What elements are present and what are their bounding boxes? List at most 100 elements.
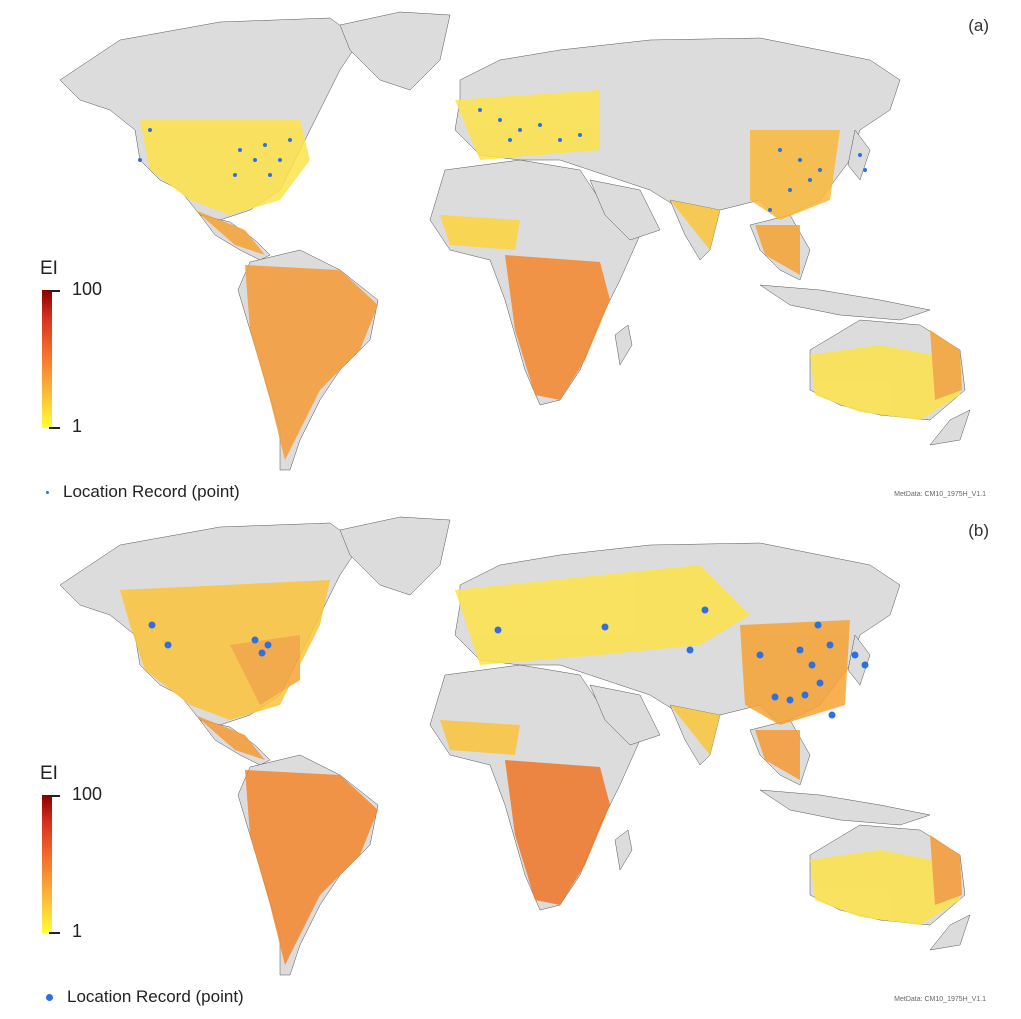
record-point [796,646,804,654]
ei-eurasia [455,565,750,665]
record-point [756,651,764,659]
colorbar [42,795,52,933]
panel-label: (b) [968,521,989,540]
ei-west-africa [440,720,520,755]
ei-australia-east [930,330,962,400]
legend-point-icon [46,994,53,1002]
ei-africa [505,255,610,400]
colorbar-title: EI [40,763,58,784]
japan [847,634,871,686]
colorbar-max-label: 100 [72,279,103,299]
colorbar [42,290,52,428]
legend-label: Location Record (point) [63,482,240,501]
ei-west-africa [440,215,520,250]
map-panel-a: (a) EI 100 1 Location Record (point) Met… [0,0,1021,505]
arabia [589,179,661,241]
location-records-a [138,108,867,212]
colorbar-min-label: 1 [72,416,83,436]
record-point [148,128,152,132]
record-point [826,641,834,649]
record-point [788,188,792,192]
colorbar-tick-max [49,290,60,292]
new-zealand [929,914,971,951]
ei-australia [810,850,960,925]
arabia [589,684,661,746]
legend: Location Record (point) [46,987,244,1007]
location-records-b [148,606,869,719]
ei-australia-east [930,835,962,905]
metdata-caption: MetData: CM10_1975H_V1.1 [894,996,986,1003]
indonesia [759,789,931,826]
world-map-a [59,11,971,471]
record-point [238,148,242,152]
record-point [771,693,779,701]
record-point [278,158,282,162]
record-point [148,621,156,629]
record-point [164,641,172,649]
colorbar-tick-min [49,932,60,934]
ei-china [750,130,840,220]
world-map-b [59,516,971,976]
legend: Location Record (point) [46,482,240,502]
ei-south-america [245,265,378,460]
record-point [264,641,272,649]
record-point [138,158,142,162]
record-point [818,168,822,172]
ei-overlay [140,90,962,460]
record-point [251,636,259,644]
ei-india [670,705,720,755]
record-point [701,606,709,614]
record-point [478,108,482,112]
record-point [601,623,609,631]
ei-india [670,200,720,250]
ei-north-america [140,120,310,215]
colorbar-tick-min [49,427,60,429]
map-panel-b: (b) EI 100 1 Location Record (point) Met… [0,505,1021,1010]
ei-north-america-east [230,635,300,705]
record-point [808,178,812,182]
record-point [686,646,694,654]
record-point [801,691,809,699]
new-zealand [929,409,971,446]
ei-europe [455,90,600,160]
ei-southeast-asia [755,730,800,780]
colorbar-min-label: 1 [72,921,83,941]
record-point [863,168,867,172]
record-point [808,661,816,669]
record-point [768,208,772,212]
record-point [798,158,802,162]
record-point [786,696,794,704]
record-point [858,153,862,157]
colorbar-tick-max [49,795,60,797]
colorbar-title: EI [40,258,58,279]
record-point [268,173,272,177]
ei-southeast-asia [755,225,800,275]
record-point [538,123,542,127]
legend-label: Location Record (point) [67,987,244,1006]
record-point [288,138,292,142]
ei-china [740,620,850,725]
record-point [578,133,582,137]
legend-point-icon [46,491,49,495]
indonesia [759,284,931,321]
record-point [814,621,822,629]
record-point [508,138,512,142]
record-point [263,143,267,147]
greenland [339,11,451,91]
colorbar-max-label: 100 [72,784,103,804]
ei-africa [505,760,610,905]
record-point [498,118,502,122]
record-point [253,158,257,162]
record-point [518,128,522,132]
record-point [558,138,562,142]
record-point [233,173,237,177]
ei-australia [810,345,960,420]
record-point [778,148,782,152]
record-point [861,661,869,669]
record-point [851,651,859,659]
record-point [494,626,502,634]
madagascar [614,829,633,871]
record-point [828,711,836,719]
ei-overlay [120,565,962,965]
madagascar [614,324,633,366]
